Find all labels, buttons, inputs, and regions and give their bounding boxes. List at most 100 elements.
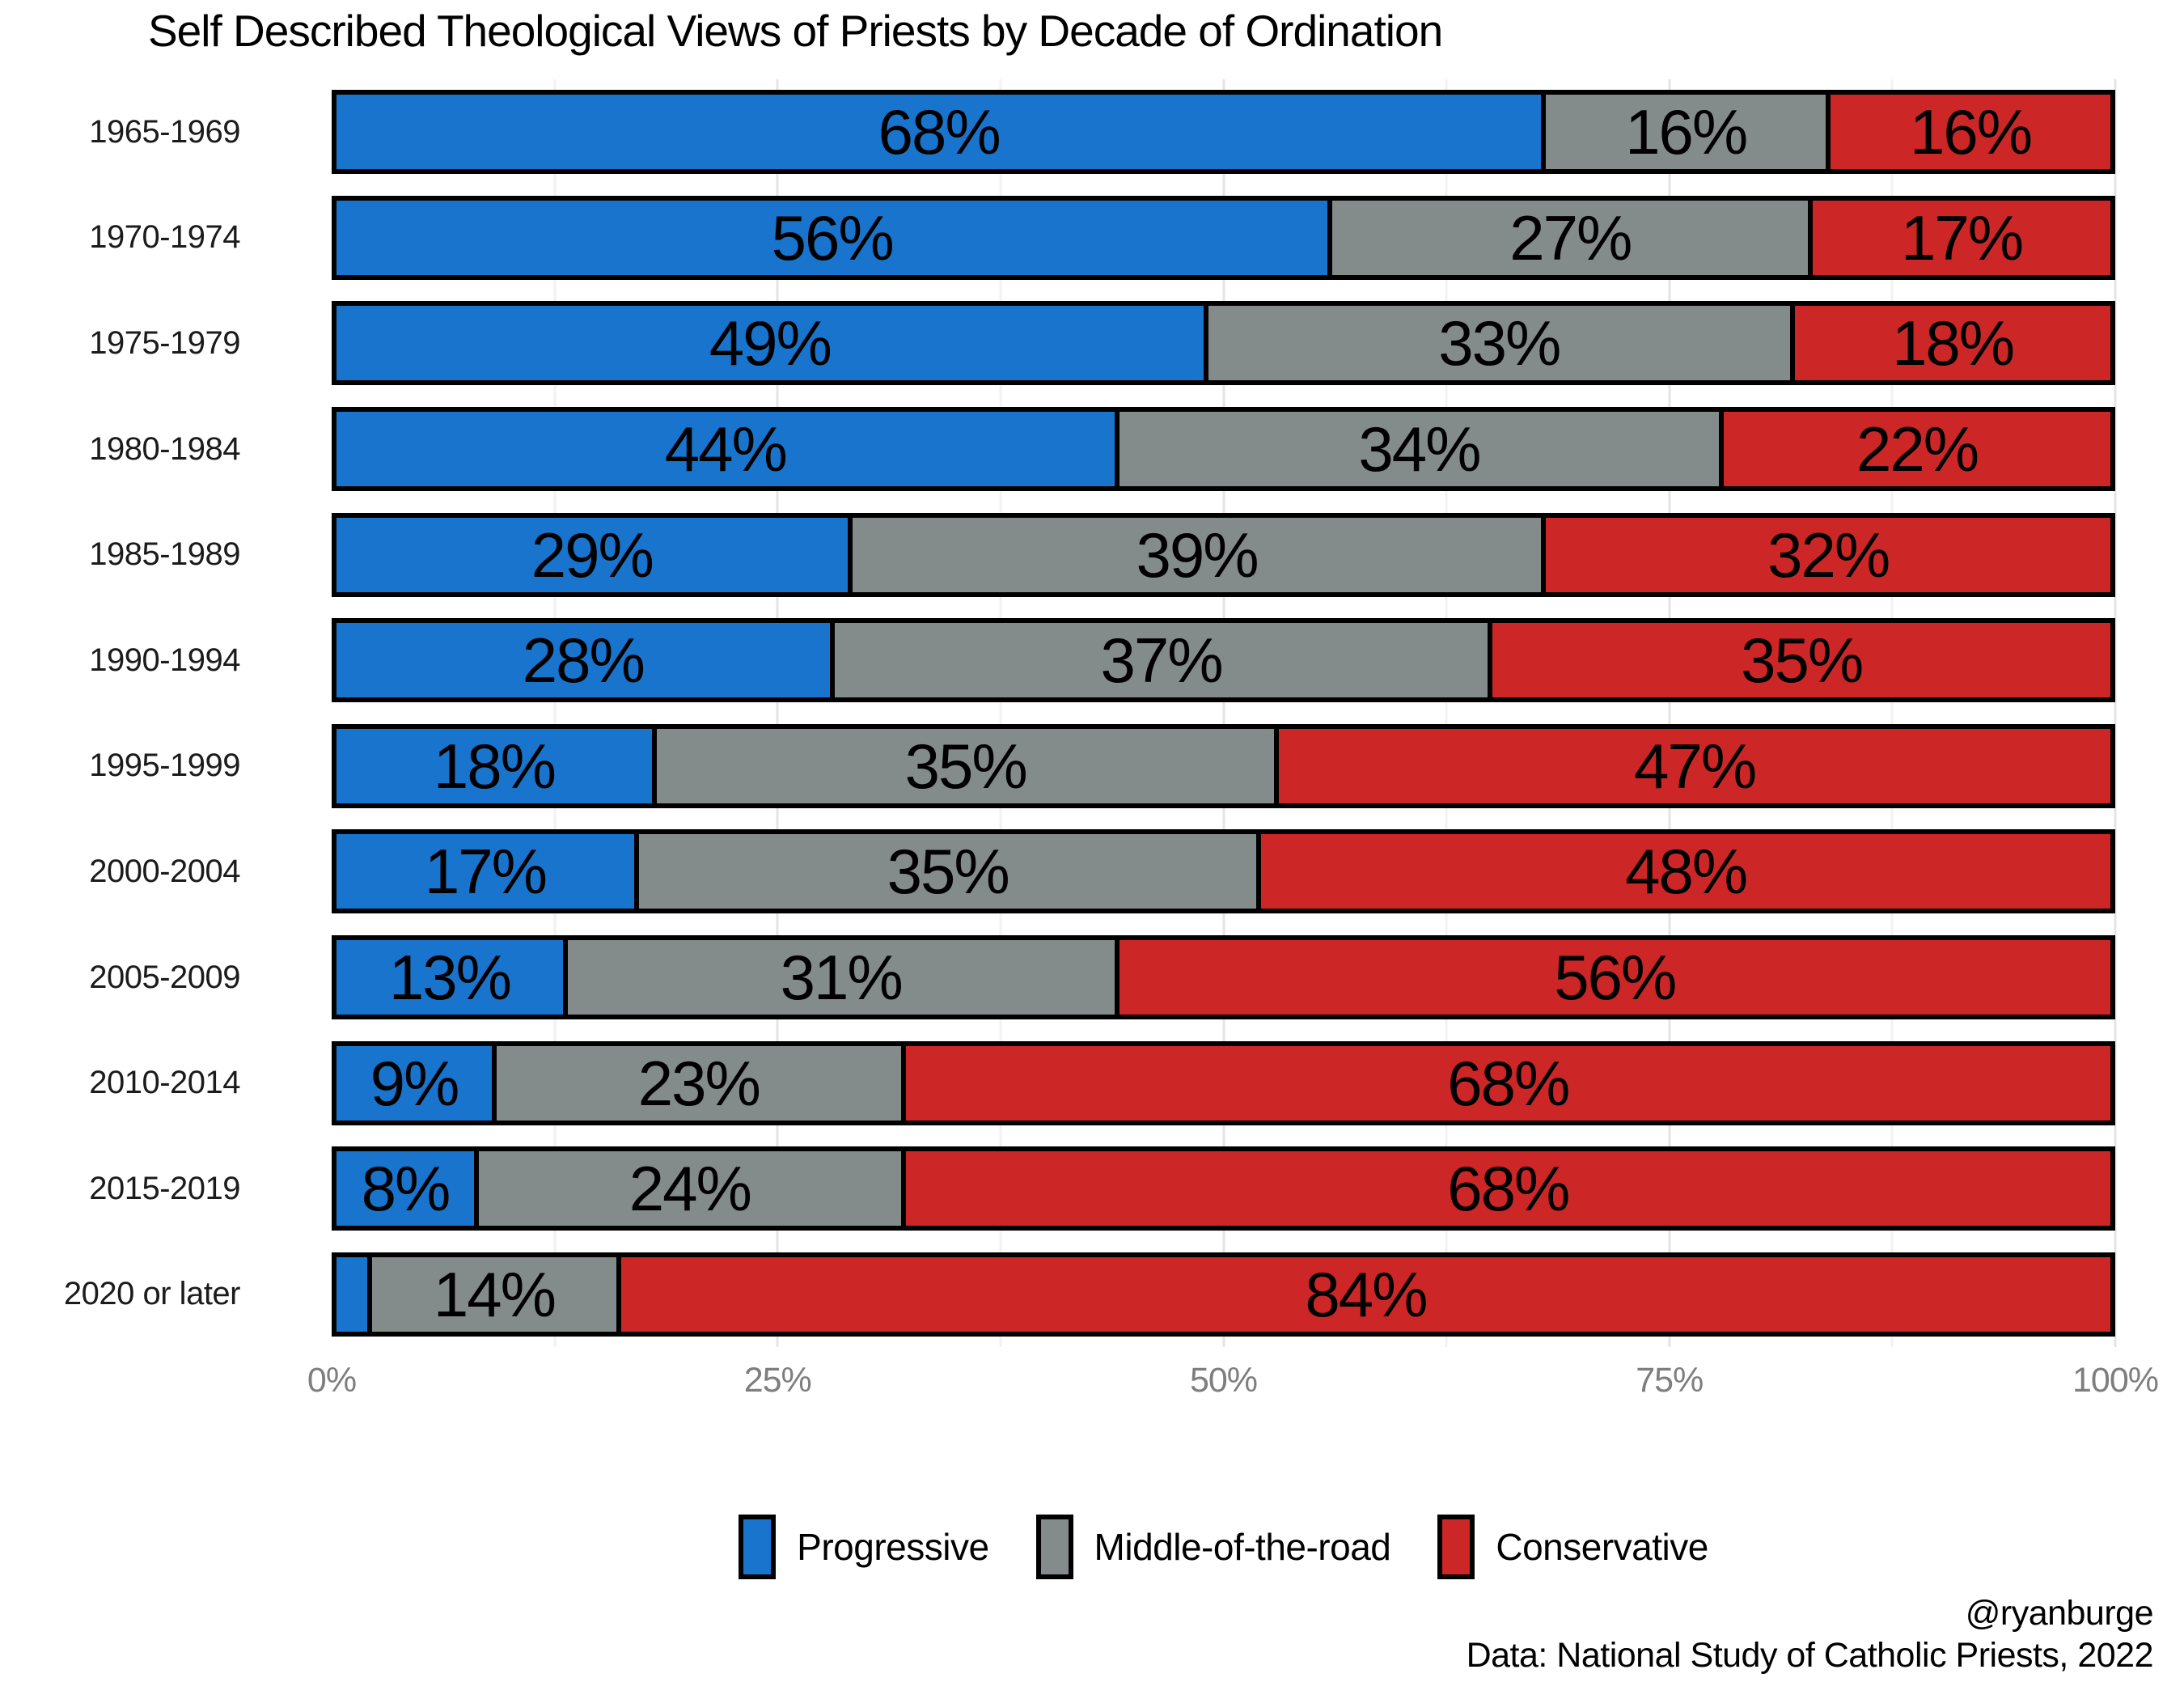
bar-segment-conservative: 18% [1792,303,2113,383]
bar-segment-conservative: 16% [1828,92,2113,172]
bar-segment-progressive [334,1254,370,1334]
bar-value-label: 22% [1856,413,1979,485]
legend-swatch-progressive [739,1515,777,1579]
bar-row: 2015-2019 8% 24% 68% [0,1136,2184,1242]
major-gridline [1668,79,1671,1347]
y-axis-label: 2005-2009 [89,959,240,995]
bar-value-label: 18% [433,730,557,802]
bar-segment-middle-of-the-road: 14% [369,1254,619,1334]
y-axis-label: 1985-1989 [89,536,240,573]
stacked-bar: 29% 39% 32% [332,512,2115,597]
bar-value-label: 39% [1136,519,1259,591]
bar-track: 56% 27% 17% [332,195,2115,280]
bar-row: 1970-1974 56% 27% 17% [0,185,2184,291]
bar-segment-conservative: 35% [1490,621,2113,701]
bar-track: 13% 31% 56% [332,935,2115,1020]
bar-segment-progressive: 44% [334,409,1117,489]
bar-value-label: 24% [629,1153,752,1225]
bar-track: 49% 33% 18% [332,301,2115,386]
legend-swatch-conservative [1437,1515,1475,1579]
x-axis-tick-label: 25% [743,1361,812,1400]
y-axis-label: 1970-1974 [89,219,240,256]
x-axis-tick-label: 0% [307,1361,357,1400]
bar-segment-middle-of-the-road: 37% [832,621,1491,701]
bar-track: 29% 39% 32% [332,512,2115,597]
bar-value-label: 68% [878,96,1001,168]
bar-segment-conservative: 32% [1543,515,2113,595]
bar-value-label: 29% [531,519,654,591]
bar-row: 2000-2004 17% 35% 48% [0,819,2184,925]
bar-segment-progressive: 29% [334,515,850,595]
bar-row: 1965-1969 68% 16% 16% [0,79,2184,185]
bar-value-label: 68% [1447,1153,1570,1225]
bar-value-label: 23% [637,1047,761,1119]
attribution-source: Data: National Study of Catholic Priests… [1466,1636,2154,1676]
bar-track: 68% 16% 16% [332,90,2115,175]
bar-value-label: 27% [1509,201,1632,273]
major-gridline [776,79,779,1347]
bar-track: 8% 24% 68% [332,1146,2115,1231]
legend-label: Progressive [797,1526,989,1568]
legend-item-middle-of-the-road: Middle-of-the-road [1035,1515,1391,1579]
bar-value-label: 49% [709,307,832,379]
bar-segment-middle-of-the-road: 35% [654,726,1277,806]
legend: Progressive Middle-of-the-road Conservat… [332,1515,2115,1579]
minor-gridline [1445,79,1448,1347]
bar-value-label: 35% [1741,625,1864,697]
bar-segment-middle-of-the-road: 23% [493,1043,904,1123]
bar-segment-progressive: 56% [334,197,1331,278]
stacked-bar: 44% 34% 22% [332,407,2115,492]
bar-track: 9% 23% 68% [332,1040,2115,1125]
bar-row: 2010-2014 9% 23% 68% [0,1030,2184,1136]
bar-track: 14% 84% [332,1252,2115,1337]
x-axis-tick-label: 75% [1636,1361,1704,1400]
stacked-bar: 17% 35% 48% [332,829,2115,914]
bar-value-label: 35% [887,836,1010,908]
bar-value-label: 17% [1901,201,2024,273]
stacked-bar: 18% 35% 47% [332,723,2115,808]
bar-segment-middle-of-the-road: 24% [476,1149,904,1229]
bar-value-label: 56% [1554,942,1677,1014]
major-gridline [2114,79,2117,1347]
stacked-bar: 14% 84% [332,1252,2115,1337]
major-gridline [1222,79,1225,1347]
bar-row: 1980-1984 44% 34% 22% [0,396,2184,502]
y-axis-label: 1965-1969 [89,113,240,150]
bar-segment-middle-of-the-road: 34% [1116,409,1722,489]
y-axis-label: 2010-2014 [89,1065,240,1101]
legend-swatch-middle-of-the-road [1035,1515,1073,1579]
bar-value-label: 34% [1358,413,1481,485]
bar-row: 2005-2009 13% 31% 56% [0,925,2184,1031]
bars: 1965-1969 68% 16% 16% 1970-1974 56% 27% 17% … [0,79,2184,1347]
bar-segment-conservative: 68% [903,1149,2113,1229]
bar-segment-conservative: 22% [1721,409,2113,489]
bar-value-label: 31% [780,942,904,1014]
stacked-bar: 9% 23% 68% [332,1040,2115,1125]
bar-track: 17% 35% 48% [332,829,2115,914]
bar-value-label: 17% [424,836,548,908]
gridlines [332,79,2117,1347]
minor-gridline [1890,79,1894,1347]
legend-label: Middle-of-the-road [1094,1526,1391,1568]
bar-track: 44% 34% 22% [332,407,2115,492]
bar-value-label: 84% [1305,1258,1428,1330]
bar-segment-conservative: 68% [903,1043,2113,1123]
bar-value-label: 8% [361,1153,451,1225]
bar-value-label: 9% [370,1047,460,1119]
bar-row: 1985-1989 29% 39% 32% [0,502,2184,608]
bar-track: 28% 37% 35% [332,618,2115,703]
legend-label: Conservative [1496,1526,1708,1568]
attribution-handle: @ryanburge [1965,1594,2154,1633]
bar-value-label: 13% [388,942,512,1014]
bar-track: 18% 35% 47% [332,723,2115,808]
bar-segment-conservative: 48% [1259,832,2113,912]
y-axis-label: 2020 or later [63,1276,241,1312]
attribution: @ryanburge Data: National Study of Catho… [1466,1592,2154,1677]
y-axis-label: 2015-2019 [89,1170,240,1206]
x-axis-tick-label: 100% [2072,1361,2159,1400]
bar-segment-middle-of-the-road: 31% [565,938,1117,1018]
bar-segment-progressive: 17% [334,832,637,912]
x-axis-tick-label: 50% [1189,1361,1258,1400]
bar-value-label: 14% [433,1258,557,1330]
x-axis: 0% 25% 50% 75% 100% [307,1361,2159,1405]
